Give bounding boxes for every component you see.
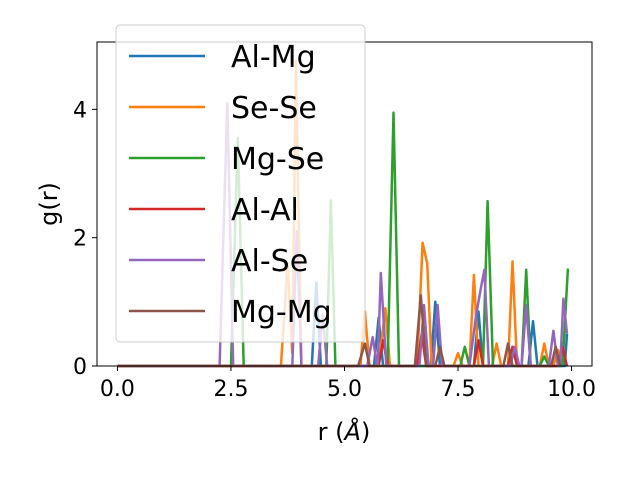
x-axis-label: r (Å) [318,417,371,446]
x-tick-label: 5.0 [327,377,362,402]
y-tick-label: 2 [73,227,87,252]
y-axis: 0 2 4 [73,98,97,380]
y-axis-label: g(r) [35,182,63,226]
legend-box [115,24,366,343]
y-tick-label: 4 [73,98,87,123]
legend-label-al-al: Al-Al [231,193,299,228]
legend: Al-Mg Se-Se Mg-Se Al-Al Al-Se Mg-Mg [115,24,366,343]
x-axis-label-main: r ( [318,418,345,446]
legend-label-al-se: Al-Se [231,244,308,279]
legend-label-mg-mg: Mg-Mg [231,295,332,330]
legend-label-se-se: Se-Se [231,91,317,126]
x-axis-label-close: ) [361,418,370,446]
x-tick-label: 10.0 [547,377,596,402]
legend-label-mg-se: Mg-Se [231,142,324,177]
x-axis: 0.0 2.5 5.0 7.5 10.0 [100,366,596,402]
x-axis-label-unit: Å [343,417,361,446]
legend-items: Al-Mg Se-Se Mg-Se Al-Al Al-Se Mg-Mg [129,40,332,330]
x-tick-label: 7.5 [441,377,476,402]
y-tick-label: 0 [73,355,87,380]
x-tick-label: 2.5 [213,377,248,402]
legend-label-al-mg: Al-Mg [231,40,316,75]
x-tick-label: 0.0 [100,377,135,402]
